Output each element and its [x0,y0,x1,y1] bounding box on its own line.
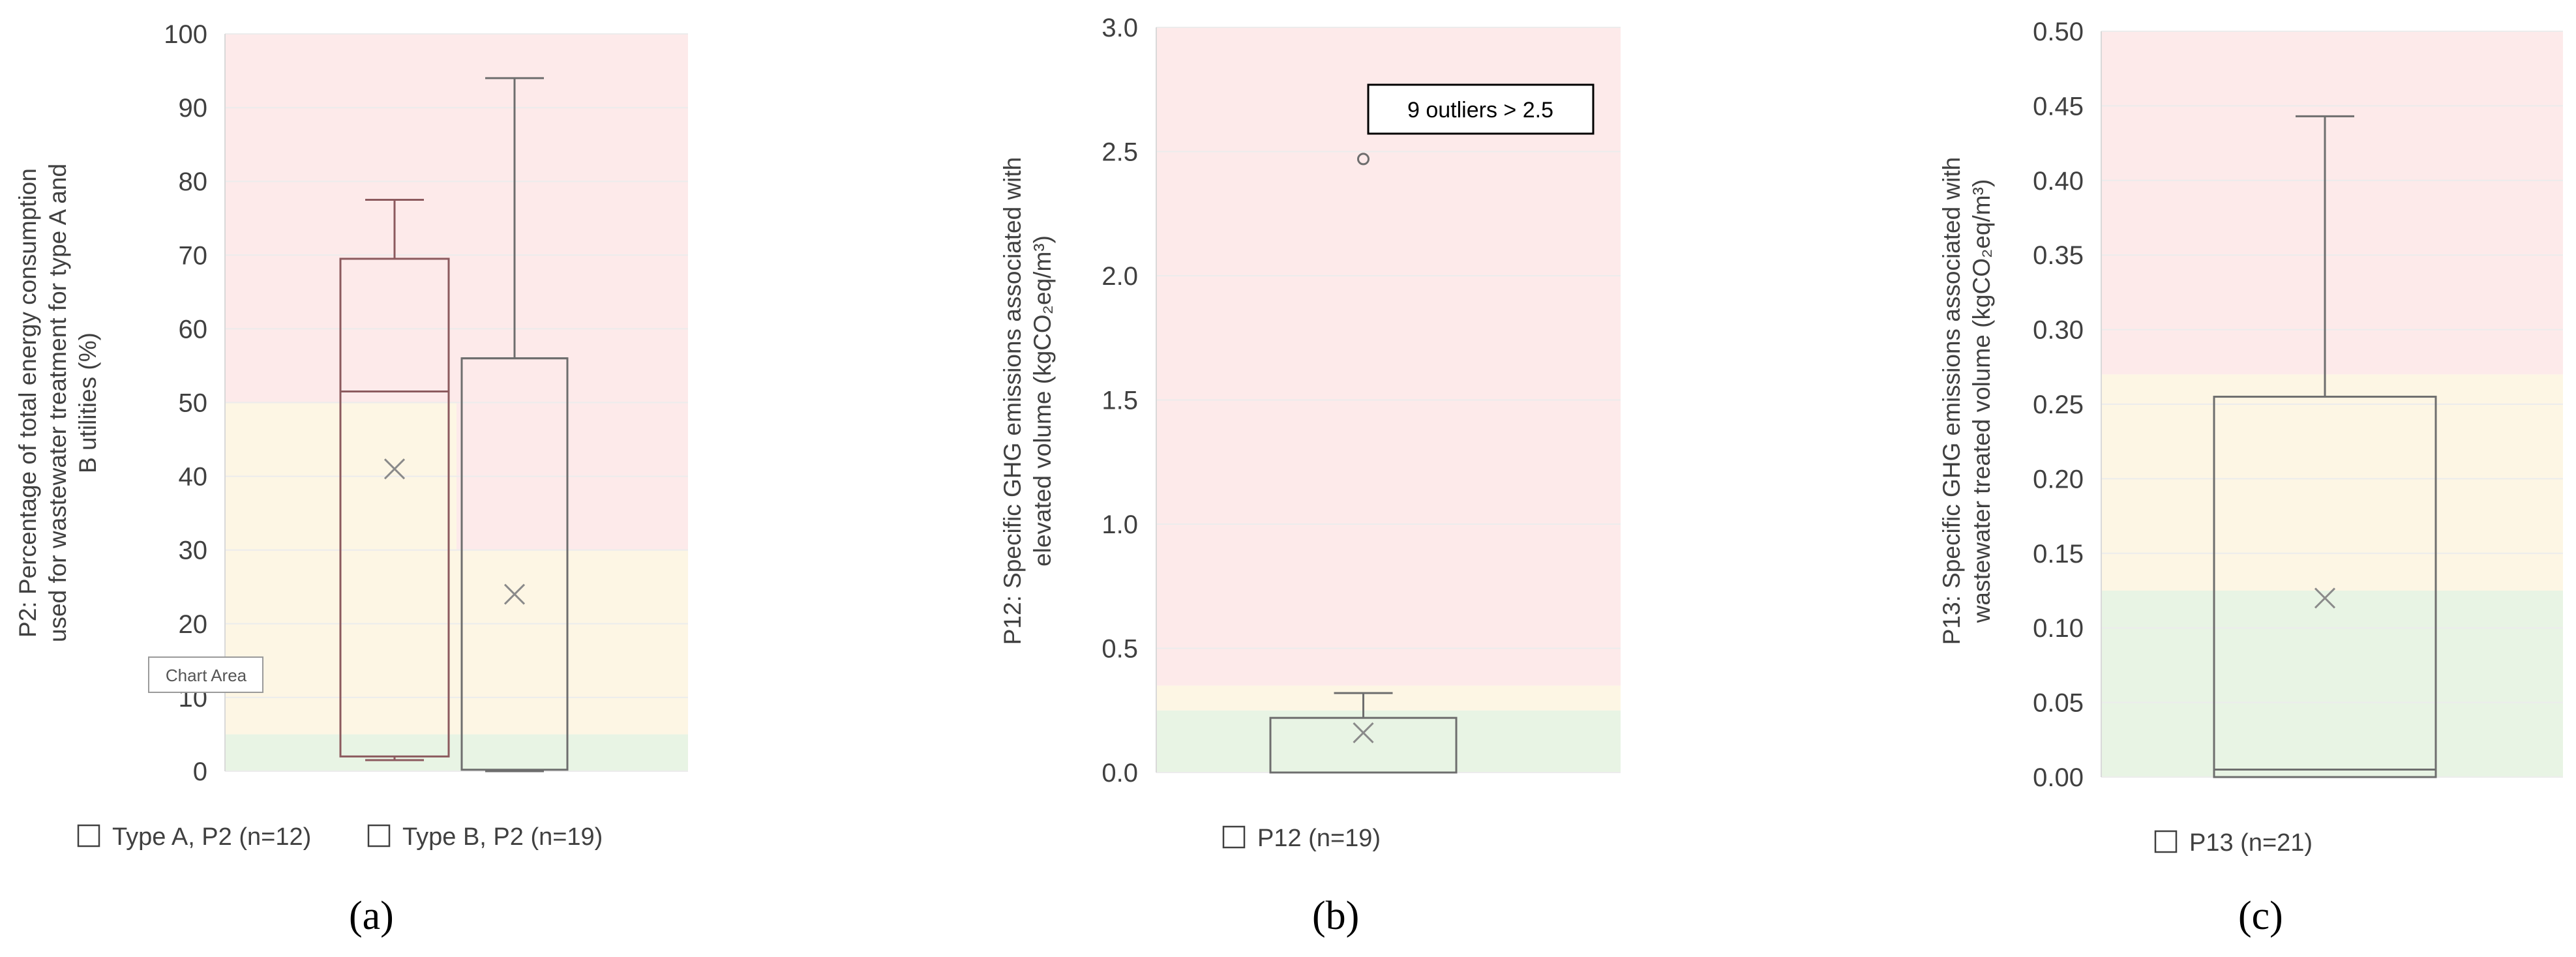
legend-swatch [2154,830,2178,853]
y-tick-label: 0.05 [2033,689,2084,718]
y-tick-label: 0 [193,758,207,786]
mean-marker [383,458,406,480]
chart-panel-2: 0.0 0.5 1.0 1.5 2.0 2.5 3.0 P12: Specific GHG e… [999,14,1621,938]
y-tick-label: 0.10 [2033,614,2084,643]
box-series-2 [460,77,569,773]
chart-panel-3: 0.00 0.05 0.10 0.15 0.20 0.25 0.30 0.35 0.40 0.45… [1938,18,2563,938]
y-axis-label: B utilities (%) [74,332,101,473]
legend-entry: Type A, P2 (n=12) [112,823,311,851]
y-tick-label: 90 [179,94,208,123]
y-tick-label: 0.15 [2033,540,2084,568]
y-axis-label: P13: Specific GHG emissions associated w… [1938,157,1965,645]
box-iqr [339,258,450,758]
y-tick-label: 0.30 [2033,316,2084,345]
y-tick-label: 3.0 [1101,14,1138,42]
box-series-1 [2213,115,2437,778]
y-tick-label: 0.40 [2033,167,2084,196]
threshold-band [457,550,688,735]
y-axis-label: used for wastewater treatment for type A… [44,164,71,642]
y-tick-label: 0.50 [2033,18,2084,46]
threshold-band [2101,31,2563,375]
y-tick-label: 0.00 [2033,763,2084,792]
threshold-band [2101,591,2563,777]
legend-entry: P13 (n=21) [2189,829,2313,857]
box-series-1 [339,198,450,761]
panel-label: (c) [2238,894,2283,938]
box-iqr [2213,396,2437,778]
y-tick-label: 100 [164,20,207,49]
legend-swatch [367,824,391,847]
threshold-band [457,34,688,550]
outlier-point [1357,153,1370,166]
y-tick-label: 0.35 [2033,241,2084,270]
panel-label: (b) [1312,894,1359,938]
legend-entry: Type B, P2 (n=19) [402,823,603,851]
y-tick-label: 30 [179,537,208,565]
mean-marker [503,583,526,605]
y-tick-label: 1.0 [1101,510,1138,539]
y-tick-label: 40 [179,463,208,492]
legend-entry: P12 (n=19) [1257,825,1381,852]
tooltip-text: Chart Area [166,666,247,685]
threshold-band [225,734,688,771]
mean-marker [2314,587,2336,609]
y-tick-label: 0.0 [1101,759,1138,788]
y-tick-label: 2.0 [1101,262,1138,291]
box-series-1 [1269,153,1458,774]
y-tick-label: 80 [179,168,208,196]
y-axis-label: elevated volume (kgCO₂eq/m³) [1029,235,1056,567]
annotation-text: 9 outliers > 2.5 [1407,98,1553,123]
y-tick-label: 50 [179,389,208,418]
threshold-band [1156,27,1621,686]
mean-marker [1353,722,1374,744]
y-tick-label: 2.5 [1101,138,1138,167]
y-tick-label: 0.5 [1101,635,1138,664]
y-axis-label: P12: Specific GHG emissions associated w… [999,157,1026,645]
y-tick-label: 0.25 [2033,390,2084,419]
y-tick-label: 0.45 [2033,92,2084,121]
threshold-band [1156,685,1621,711]
tooltip-box [148,656,263,693]
y-tick-label: 60 [179,315,208,344]
y-axis-label: P2: Percentage of total energy consumpti… [14,168,41,638]
legend-swatch [77,824,100,847]
threshold-band [1156,710,1621,773]
panel-label: (a) [349,894,394,938]
y-tick-label: 20 [179,610,208,639]
y-tick-label: 0.20 [2033,465,2084,493]
y-tick-label: 1.5 [1101,387,1138,415]
y-axis-label: wastewater treated volume (kgCO₂eq/m³) [1968,179,1995,624]
y-tick-label: 70 [179,241,208,270]
legend-swatch [1222,825,1246,849]
annotation-box [1367,83,1595,135]
threshold-band [2101,374,2563,591]
